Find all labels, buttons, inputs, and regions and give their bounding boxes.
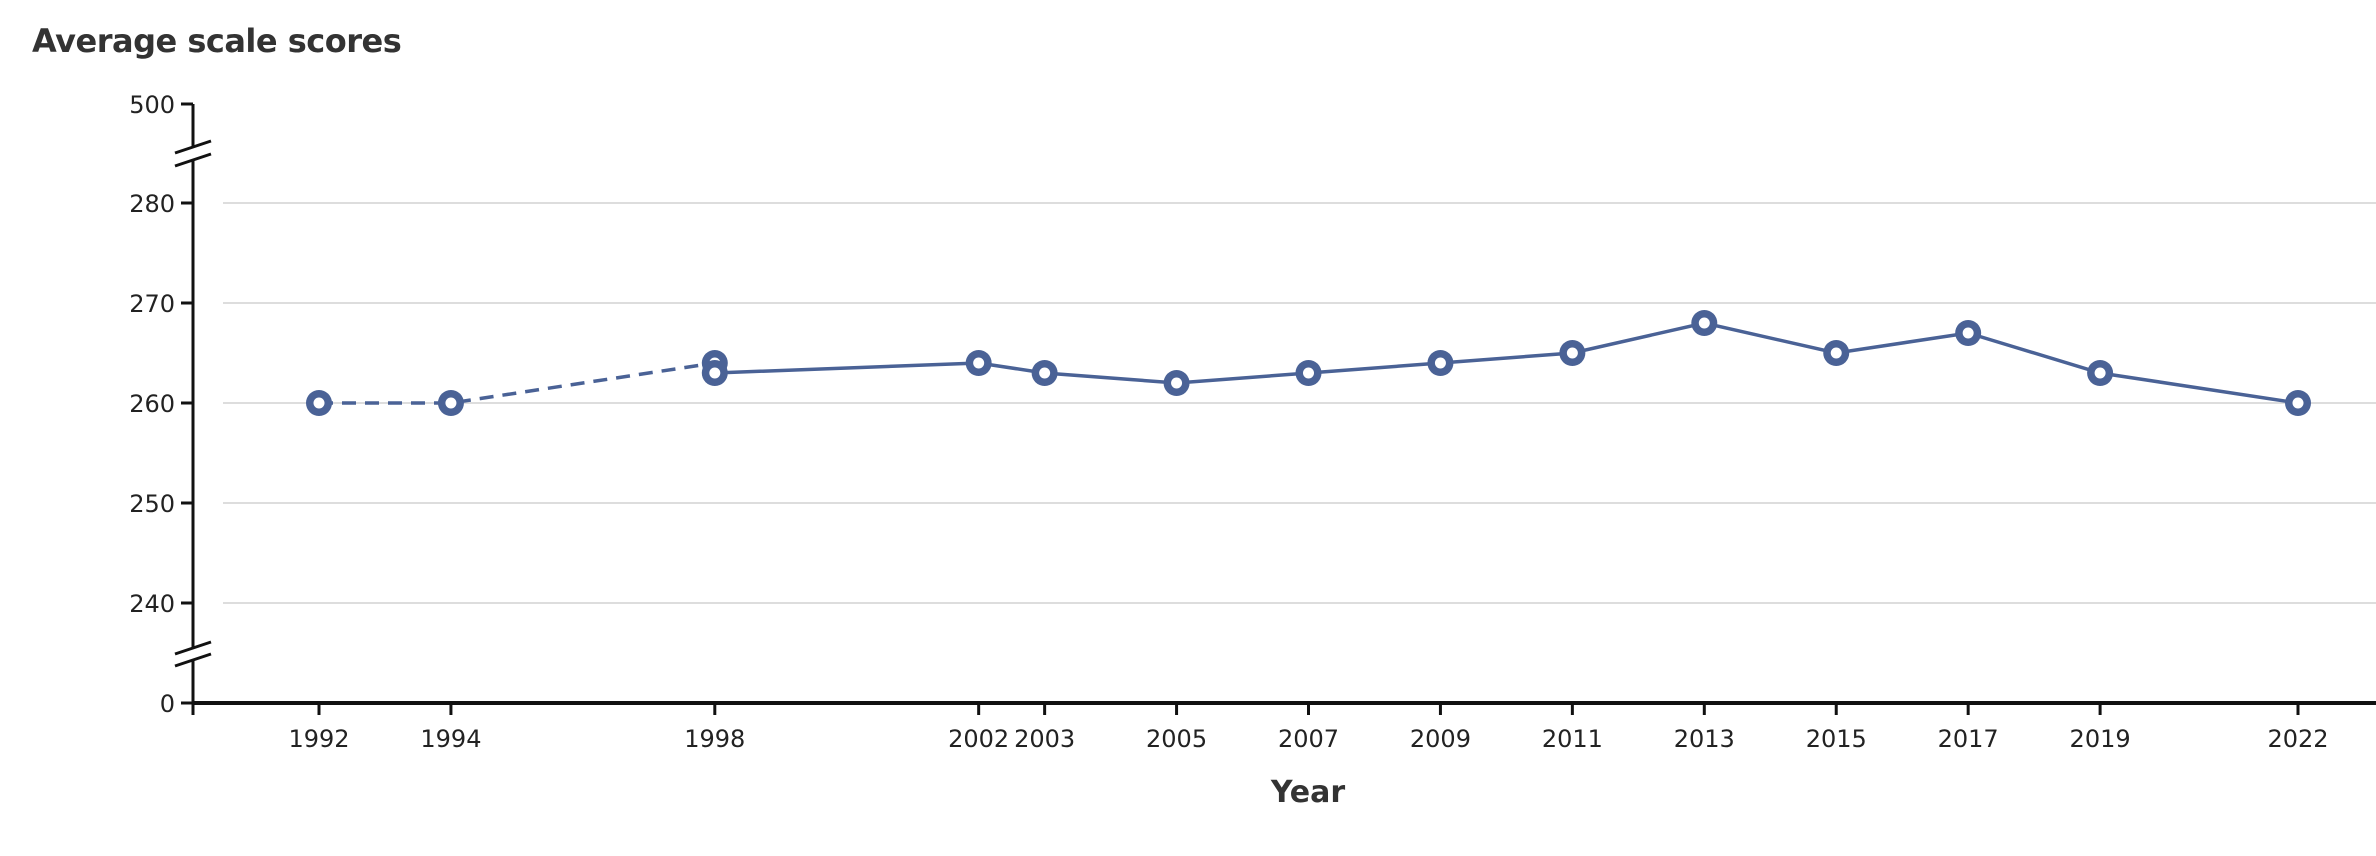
- y-axis-break-2b: [174, 652, 212, 668]
- data-point-center: [2292, 397, 2304, 409]
- data-point-center: [313, 397, 325, 409]
- gridlines: [223, 202, 2376, 604]
- series-line-solid: [714, 321, 2299, 405]
- data-point-1998-solid[interactable]: [701, 360, 728, 386]
- data-point-center: [1698, 317, 1710, 329]
- x-tick-label-2003: 2003: [1014, 725, 1075, 753]
- axes: 0 240 250 260 270 280 500 1992 1994 1998 2002 2003 2…: [129, 91, 2376, 753]
- data-point-2022-solid[interactable]: [2285, 390, 2311, 416]
- y-tick-label-500: 500: [129, 91, 175, 119]
- data-point-2009-solid[interactable]: [1427, 350, 1454, 376]
- y-tick-label-260: 260: [129, 390, 175, 418]
- x-tick-label-1994: 1994: [420, 725, 481, 753]
- chart-title: Average scale scores: [32, 22, 402, 60]
- data-point-center: [445, 397, 457, 409]
- data-point-center: [1039, 367, 1051, 379]
- y-tick-label-280: 280: [129, 190, 175, 218]
- data-point-2015-solid[interactable]: [1823, 340, 1850, 366]
- x-tick-label-2019: 2019: [2070, 725, 2131, 753]
- x-tick-label-1998: 1998: [684, 725, 745, 753]
- x-tick-label-2013: 2013: [1674, 725, 1735, 753]
- data-point-2013-solid[interactable]: [1691, 310, 1718, 336]
- data-point-2002-solid[interactable]: [965, 350, 992, 376]
- data-point-2019-solid[interactable]: [2087, 360, 2114, 386]
- data-point-center: [1434, 357, 1446, 369]
- data-point-center: [1962, 327, 1974, 339]
- y-axis-break-1b: [174, 152, 212, 168]
- x-tick-label-2015: 2015: [1806, 725, 1867, 753]
- data-point-center: [1566, 347, 1578, 359]
- x-tick-label-1992: 1992: [288, 725, 349, 753]
- x-tick-label-2005: 2005: [1146, 725, 1207, 753]
- data-point-center: [2094, 367, 2106, 379]
- data-point-2005-solid[interactable]: [1163, 370, 1190, 396]
- data-point-center: [709, 367, 721, 379]
- x-tick-label-2002: 2002: [948, 725, 1009, 753]
- data-point-center: [1171, 377, 1183, 389]
- data-point-1992-dashed[interactable]: [306, 390, 332, 416]
- y-axis-break-2a: [174, 640, 212, 656]
- data-point-2003-solid[interactable]: [1031, 360, 1058, 386]
- x-tick-label-2011: 2011: [1542, 725, 1603, 753]
- data-point-center: [1830, 347, 1842, 359]
- data-point-center: [1303, 367, 1314, 379]
- data-point-2007-solid[interactable]: [1295, 360, 1322, 386]
- data-point-2017-solid[interactable]: [1955, 320, 1982, 346]
- y-axis-break-1a: [174, 139, 212, 155]
- x-axis-label: Year: [1270, 775, 1346, 810]
- x-tick-label-2007: 2007: [1278, 725, 1339, 753]
- y-tick-label-270: 270: [129, 290, 175, 318]
- y-tick-label-0: 0: [160, 690, 175, 718]
- x-tick-label-2017: 2017: [1938, 725, 1999, 753]
- data-point-2011-solid[interactable]: [1559, 340, 1586, 366]
- data-point-center: [973, 357, 985, 369]
- y-tick-label-240: 240: [129, 590, 175, 618]
- series-line-dashed: [319, 361, 716, 405]
- x-tick-label-2022: 2022: [2267, 725, 2328, 753]
- y-tick-label-250: 250: [129, 490, 175, 518]
- x-tick-label-2009: 2009: [1410, 725, 1471, 753]
- data-point-1994-dashed[interactable]: [437, 390, 464, 416]
- series-points: [306, 310, 2311, 416]
